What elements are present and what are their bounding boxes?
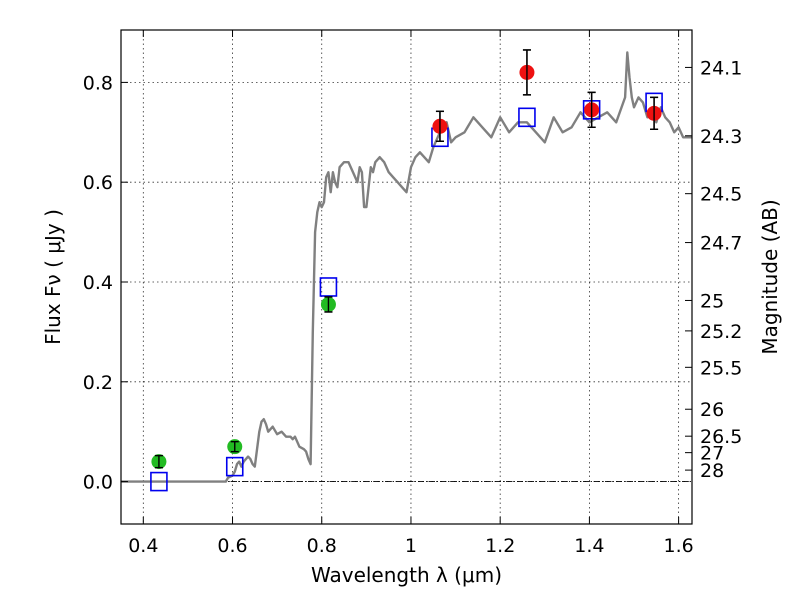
y-tick-label: 0.0	[83, 472, 113, 494]
axes: 0.4 0.6 0.8 1 1.2 1.4 1.6 0.0 0.2 0.4 0.6 0.8 24.1 24…	[83, 30, 742, 557]
y-tick-label: 0.4	[83, 272, 113, 294]
model-spectrum-line	[121, 51, 692, 483]
right-tick-label: 28	[700, 460, 724, 482]
right-tick-label: 24.3	[700, 126, 742, 148]
right-tick-label: 24.1	[700, 57, 742, 79]
x-tick-label: 1.4	[574, 535, 604, 557]
x-tick-label: 0.6	[217, 535, 247, 557]
y-tick-label: 0.8	[83, 72, 113, 94]
right-tick-label: 26.5	[700, 426, 742, 448]
y-tick-label: 0.2	[83, 372, 113, 394]
model-point	[518, 107, 536, 128]
plot-area	[121, 49, 692, 492]
x-tick-label: 1	[405, 535, 417, 557]
right-tick-label: 25	[700, 290, 724, 312]
right-tick-label: 26	[700, 399, 724, 421]
right-tick-label: 24.7	[700, 233, 742, 255]
plot-frame	[120, 29, 693, 525]
x-tick-label: 0.8	[307, 535, 337, 557]
right-tick-label: 27	[700, 443, 724, 465]
right-tick-label: 25.2	[700, 321, 742, 343]
grid-lines	[121, 30, 692, 524]
model-point	[150, 471, 168, 492]
right-axis-label: Magnitude (AB)	[758, 199, 782, 354]
model-point	[225, 456, 244, 477]
x-tick-label: 0.4	[128, 535, 158, 557]
model-point	[319, 277, 338, 297]
x-tick-label: 1.2	[485, 535, 515, 557]
x-axis-label: Wavelength λ (μm)	[311, 563, 502, 587]
right-tick-label: 24.5	[700, 184, 742, 206]
y-axis-label: Flux Fν ( μJy )	[41, 209, 65, 345]
x-tick-label: 1.6	[664, 535, 694, 557]
right-tick-label: 25.5	[700, 357, 742, 379]
y-tick-label: 0.6	[83, 172, 113, 194]
